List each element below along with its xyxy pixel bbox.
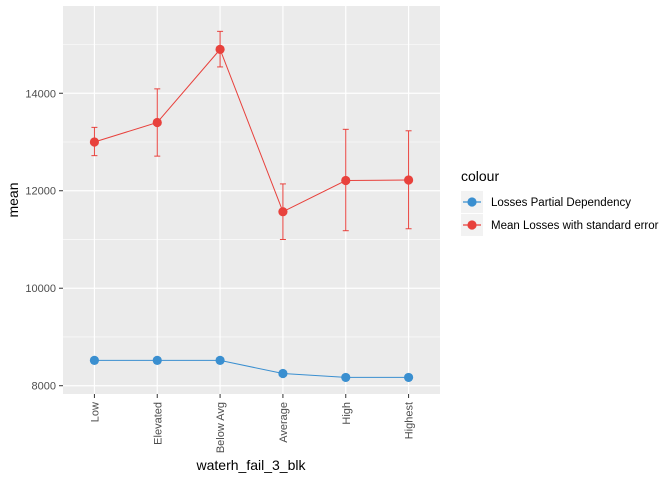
data-point [152,117,162,128]
data-point [152,355,162,365]
data-point [341,175,351,186]
grid-minor [63,44,440,338]
data-point [278,207,288,217]
data-point [278,368,288,379]
series-line [94,48,409,213]
data-point [89,137,100,147]
y-tick-label: 14000 [25,88,56,100]
series-points [89,44,414,383]
data-point [215,44,225,54]
x-tick-label: High [341,402,353,425]
data-point [341,372,351,383]
legend-key-point [467,197,477,207]
series-lines [94,48,409,378]
legend-title: colour [461,168,499,184]
data-point [403,372,414,383]
y-axis-title: mean [5,182,21,217]
data-point [403,175,414,185]
legend-key-point [467,220,477,230]
x-tick-label: Low [89,402,101,422]
x-tick-label: Below Avg [215,402,227,453]
legend: colour Losses Partial Dependency Mean Los… [461,168,659,236]
legend-items: Losses Partial Dependency Mean Losses wit… [461,191,659,236]
y-axis: 8000 10000 12000 14000 [25,88,63,393]
x-tick-label: Elevated [152,402,164,445]
series-line [94,359,409,378]
y-tick-label: 10000 [25,283,56,295]
plot-panel [63,6,440,394]
legend-label: Mean Losses with standard error [491,220,659,232]
data-point [215,355,225,365]
x-axis: Low Elevated Below Avg Average High Highest [89,394,416,453]
legend-label: Losses Partial Dependency [491,197,631,209]
x-axis-title: waterh_fail_3_blk [196,457,307,473]
data-point [89,355,100,365]
y-tick-label: 8000 [32,381,56,393]
x-tick-label: Average [278,402,290,443]
y-tick-label: 12000 [25,186,56,198]
x-tick-label: Highest [404,402,416,439]
